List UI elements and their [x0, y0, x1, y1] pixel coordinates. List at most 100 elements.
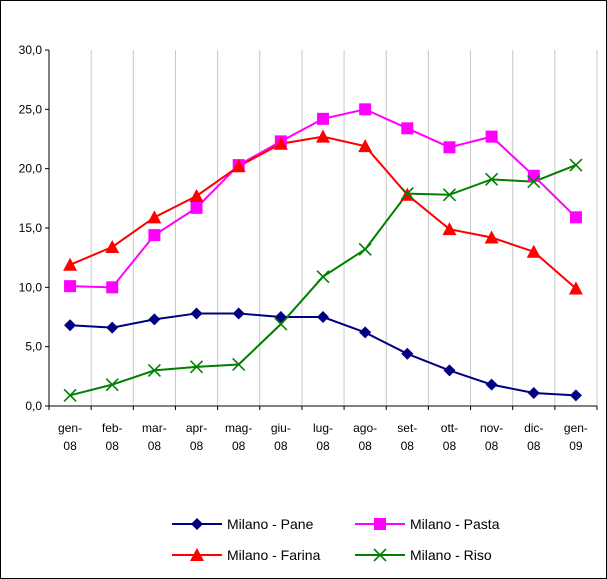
x-tick-label-line: nov- [480, 421, 503, 435]
data-point-triangle [484, 230, 499, 244]
data-point-square [527, 169, 540, 182]
data-point-triangle [358, 139, 373, 153]
plot-area: 0,05,010,015,020,025,030,0gen-08feb-08ma… [19, 43, 598, 453]
data-point-triangle [442, 222, 457, 236]
x-tick-label-line: mag- [225, 421, 252, 435]
data-point-diamond [485, 378, 498, 391]
x-tick-label: giu- 08 [271, 421, 291, 453]
data-point-x [358, 242, 372, 256]
y-tick-label: 10,0 [19, 280, 43, 294]
data-point-diamond [401, 347, 414, 360]
x-tick-label-line: ott- [441, 421, 458, 435]
x-tick-label-line: 09 [569, 439, 583, 453]
data-point-diamond [569, 389, 582, 402]
x-tick-label-line: feb- [102, 421, 123, 435]
x-tick-label-line: 08 [148, 439, 162, 453]
x-tick-label-line: 08 [316, 439, 330, 453]
data-point-square [374, 518, 386, 530]
data-point-diamond [232, 307, 245, 320]
x-tick-label: apr- 08 [186, 421, 207, 453]
x-tick-label-line: 08 [443, 439, 457, 453]
x-tick-label: gen- 08 [58, 421, 82, 453]
y-tick-label: 15,0 [19, 221, 43, 235]
x-tick-label: ago- 08 [353, 421, 377, 453]
data-point-x [274, 317, 288, 331]
data-point-triangle [63, 257, 78, 271]
data-point-square [485, 130, 498, 143]
x-tick-label-line: ago- [353, 421, 377, 435]
x-tick-label: nov- 08 [480, 421, 503, 453]
data-point-triangle [231, 159, 246, 173]
data-point-x [63, 388, 77, 402]
legend: Milano - Pane Milano - Pasta Milano - Fari… [172, 516, 500, 563]
x-tick-label-line: gen- [564, 421, 588, 435]
data-point-square [106, 281, 119, 294]
x-tick-label-line: 08 [190, 439, 204, 453]
data-point-triangle [316, 129, 330, 143]
data-point-triangle [190, 548, 204, 561]
x-tick-label-line: 08 [401, 439, 415, 453]
x-tick-label-line: mar- [142, 421, 167, 435]
data-point-x [485, 172, 499, 186]
data-point-x [442, 188, 457, 202]
y-tick-label: 20,0 [19, 162, 43, 176]
x-tick-label-line: giu- [271, 421, 291, 435]
data-point-triangle [526, 244, 541, 258]
data-point-diamond [64, 319, 77, 332]
x-tick-label-line: 08 [485, 439, 499, 453]
data-point-diamond [527, 386, 540, 399]
x-tick-label-line: 08 [358, 439, 372, 453]
data-point-square [443, 141, 456, 154]
data-point-triangle [147, 210, 162, 224]
data-point-x [232, 357, 246, 372]
y-tick-label: 5,0 [25, 340, 42, 354]
x-tick-label: ott- 08 [441, 421, 458, 453]
y-tick-label: 25,0 [19, 102, 43, 116]
data-point-square [317, 112, 329, 125]
y-tick-label: 30,0 [19, 43, 43, 57]
data-point-square [64, 280, 77, 293]
data-point-diamond [443, 364, 456, 377]
data-point-diamond [359, 326, 372, 339]
x-tick-label-line: 08 [232, 439, 246, 453]
x-tick-label: gen- 09 [564, 421, 588, 453]
data-point-square [190, 201, 203, 214]
data-point-x [147, 363, 161, 377]
legend-label: Milano - Pane [227, 516, 314, 532]
data-point-diamond [148, 313, 161, 326]
x-tick-label-line: 08 [274, 439, 288, 453]
data-point-x [527, 175, 541, 189]
data-point-diamond [317, 311, 329, 323]
x-tick-label-line: 08 [106, 439, 120, 453]
data-point-diamond [190, 307, 203, 320]
data-point-x [105, 378, 119, 392]
data-point-square [569, 211, 582, 224]
x-tick-label: feb- 08 [102, 421, 123, 453]
x-tick-label-line: 08 [63, 439, 77, 453]
x-tick-label-line: dic- [524, 421, 543, 435]
data-point-triangle [273, 136, 288, 150]
legend-label: Milano - Pasta [410, 516, 500, 532]
data-point-triangle [189, 188, 204, 202]
data-point-x [373, 548, 387, 562]
data-point-x [189, 360, 204, 374]
x-tick-label-line: apr- [186, 421, 207, 435]
x-tick-label: mag- 08 [225, 421, 252, 453]
data-point-x [569, 158, 583, 172]
y-tick-label: 0,0 [25, 399, 42, 413]
data-point-square [148, 229, 161, 242]
x-tick-label-line: 08 [527, 439, 541, 453]
x-tick-label: lug- 08 [313, 421, 333, 453]
x-tick-label-line: gen- [58, 421, 82, 435]
x-tick-label-line: lug- [313, 421, 333, 435]
data-point-x [400, 187, 414, 201]
data-point-x [316, 270, 330, 284]
data-point-square [359, 103, 372, 116]
x-tick-label: dic- 08 [524, 421, 543, 453]
data-point-diamond [191, 518, 203, 530]
data-point-triangle [568, 281, 583, 295]
data-point-square [401, 122, 414, 135]
legend-label: Milano - Farina [227, 547, 321, 563]
